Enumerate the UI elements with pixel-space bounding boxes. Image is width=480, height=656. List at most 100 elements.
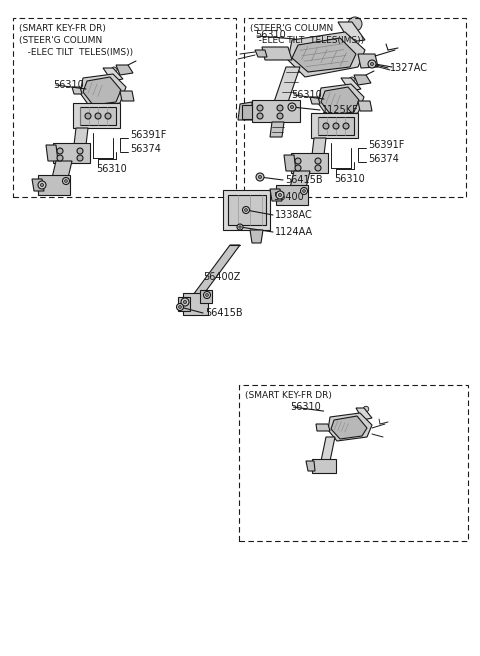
Circle shape — [288, 103, 296, 111]
Text: 56391F: 56391F — [130, 130, 167, 140]
Text: 1124AA: 1124AA — [275, 227, 313, 237]
Polygon shape — [255, 50, 267, 57]
Polygon shape — [270, 122, 284, 137]
Polygon shape — [321, 437, 335, 461]
Circle shape — [343, 123, 349, 129]
Text: 1125KF: 1125KF — [322, 105, 359, 115]
Text: (STEER'G COLUMN: (STEER'G COLUMN — [19, 36, 103, 45]
Text: 56374: 56374 — [368, 154, 399, 164]
Text: 56310: 56310 — [291, 90, 322, 100]
Circle shape — [290, 106, 294, 109]
Text: 56415B: 56415B — [285, 175, 323, 185]
Polygon shape — [328, 413, 372, 441]
Circle shape — [315, 158, 321, 164]
Polygon shape — [358, 54, 378, 68]
Circle shape — [177, 304, 183, 310]
Text: 1338AC: 1338AC — [275, 210, 313, 220]
Polygon shape — [53, 143, 90, 163]
Circle shape — [183, 300, 187, 304]
Polygon shape — [274, 67, 300, 102]
Polygon shape — [318, 84, 364, 117]
Polygon shape — [284, 155, 296, 171]
Polygon shape — [358, 101, 372, 111]
Polygon shape — [341, 78, 361, 91]
Circle shape — [276, 191, 284, 199]
Circle shape — [315, 165, 321, 171]
Circle shape — [237, 224, 243, 230]
Circle shape — [242, 207, 250, 213]
Polygon shape — [200, 290, 212, 303]
Circle shape — [85, 113, 91, 119]
Polygon shape — [316, 424, 330, 431]
Circle shape — [302, 190, 305, 192]
Circle shape — [38, 181, 46, 189]
Text: 56400Z: 56400Z — [203, 272, 240, 282]
Text: (SMART KEY-FR DR): (SMART KEY-FR DR) — [245, 390, 332, 400]
Polygon shape — [103, 68, 123, 81]
Polygon shape — [270, 189, 282, 201]
Polygon shape — [291, 153, 328, 173]
Polygon shape — [46, 145, 58, 161]
Circle shape — [371, 62, 373, 66]
Polygon shape — [183, 293, 208, 315]
Text: 56391F: 56391F — [368, 140, 404, 150]
Polygon shape — [242, 105, 252, 119]
Polygon shape — [52, 161, 72, 178]
Circle shape — [77, 155, 83, 161]
Text: 56310: 56310 — [53, 80, 84, 90]
Circle shape — [277, 113, 283, 119]
Bar — [13, 18, 236, 197]
Polygon shape — [223, 190, 270, 230]
Circle shape — [62, 178, 70, 184]
Polygon shape — [74, 128, 88, 145]
Circle shape — [181, 298, 189, 306]
Polygon shape — [312, 138, 326, 155]
Text: 56374: 56374 — [130, 144, 161, 154]
Text: 56310: 56310 — [255, 30, 286, 40]
Text: 56400: 56400 — [273, 192, 304, 202]
Polygon shape — [311, 113, 358, 138]
Polygon shape — [120, 91, 134, 101]
Text: (STEER'G COLUMN: (STEER'G COLUMN — [250, 24, 333, 33]
Text: (SMART KEY-FR DR): (SMART KEY-FR DR) — [19, 24, 106, 33]
Text: 56310: 56310 — [96, 164, 127, 174]
Circle shape — [349, 77, 355, 83]
Circle shape — [333, 123, 339, 129]
Circle shape — [105, 113, 111, 119]
Polygon shape — [312, 459, 336, 473]
Polygon shape — [250, 230, 263, 243]
Polygon shape — [238, 102, 252, 120]
Polygon shape — [83, 77, 121, 105]
Polygon shape — [310, 97, 320, 104]
Polygon shape — [356, 408, 372, 420]
Circle shape — [57, 155, 63, 161]
Circle shape — [205, 294, 208, 297]
Polygon shape — [338, 22, 365, 42]
Circle shape — [323, 123, 329, 129]
Circle shape — [278, 194, 282, 197]
Polygon shape — [32, 179, 44, 191]
Circle shape — [363, 406, 369, 412]
Circle shape — [295, 158, 301, 164]
Bar — [239, 385, 468, 541]
Polygon shape — [354, 75, 371, 85]
Text: 1327AC: 1327AC — [390, 63, 428, 73]
Polygon shape — [262, 47, 292, 60]
Polygon shape — [318, 117, 354, 135]
Circle shape — [95, 113, 101, 119]
Polygon shape — [276, 185, 308, 205]
Polygon shape — [306, 461, 315, 471]
Polygon shape — [252, 100, 300, 122]
Circle shape — [348, 17, 362, 31]
Text: -ELEC TILT  TELES(IMS)): -ELEC TILT TELES(IMS)) — [19, 48, 133, 57]
Circle shape — [256, 173, 264, 181]
Text: 56310: 56310 — [334, 174, 365, 184]
Circle shape — [204, 291, 211, 298]
Polygon shape — [288, 32, 365, 77]
Text: 56310: 56310 — [290, 402, 321, 412]
Circle shape — [295, 165, 301, 171]
Polygon shape — [193, 245, 240, 295]
Text: 56415B: 56415B — [205, 308, 242, 318]
Circle shape — [368, 60, 376, 68]
Polygon shape — [72, 87, 82, 94]
